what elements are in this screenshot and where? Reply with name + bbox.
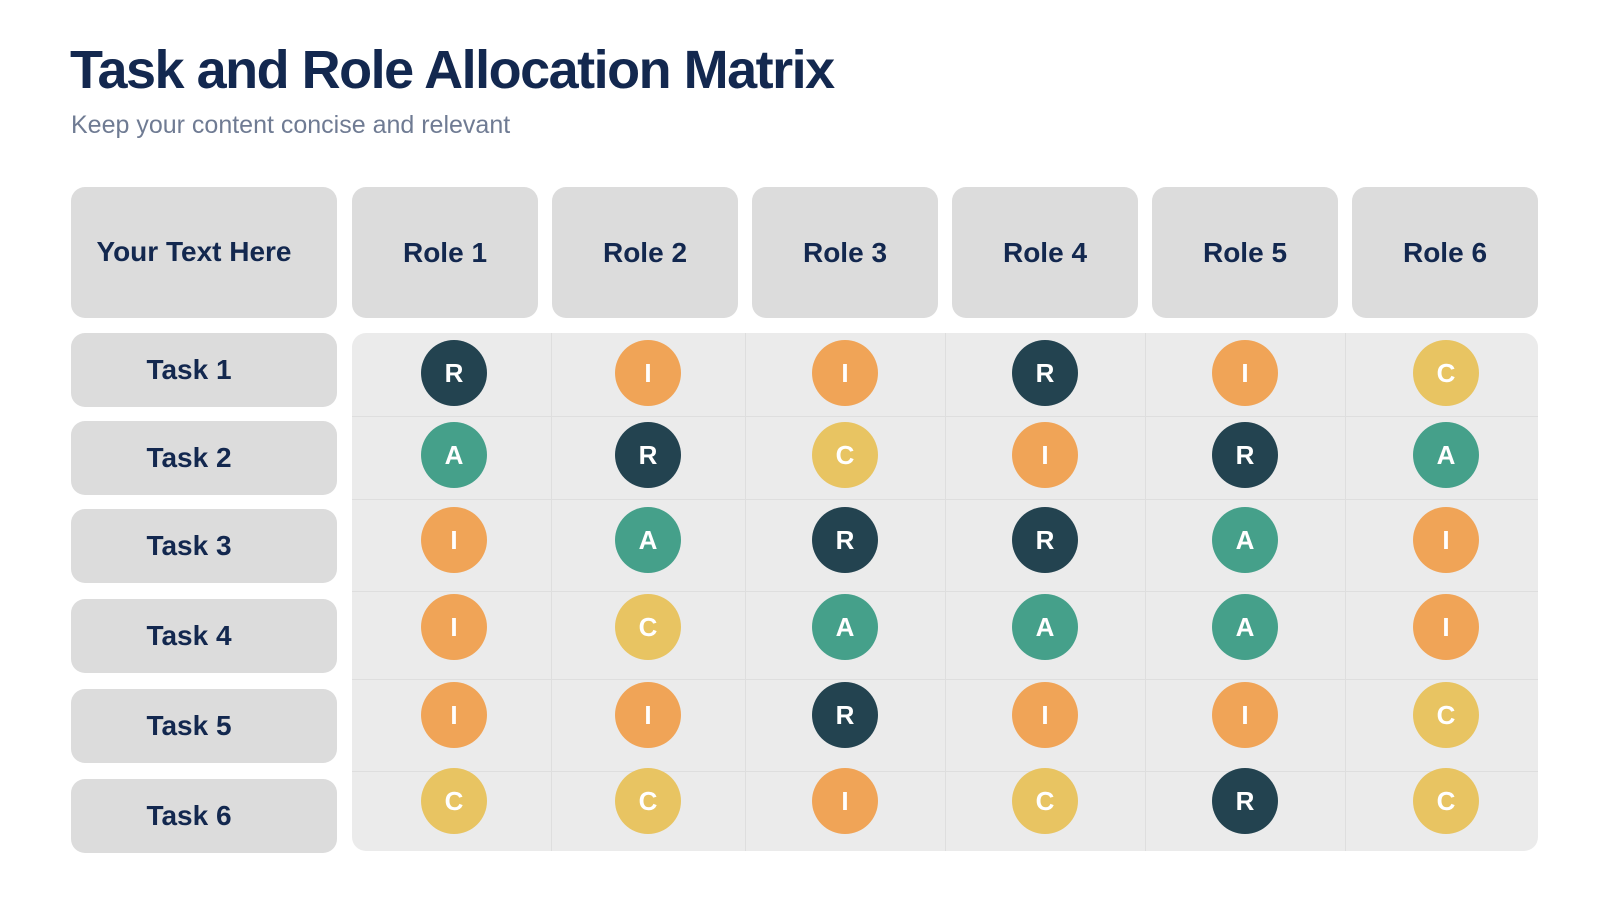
grid-divider — [1345, 333, 1346, 851]
raci-badge-c: C — [1413, 768, 1479, 834]
role-header-2: Role 2 — [552, 187, 738, 318]
raci-badge-r: R — [812, 507, 878, 573]
raci-badge-i: I — [615, 340, 681, 406]
grid-divider — [551, 333, 552, 851]
raci-badge-r: R — [812, 682, 878, 748]
raci-badge-r: R — [1012, 340, 1078, 406]
raci-badge-c: C — [615, 594, 681, 660]
raci-badge-c: C — [421, 768, 487, 834]
raci-badge-a: A — [812, 594, 878, 660]
raci-badge-a: A — [1413, 422, 1479, 488]
raci-badge-a: A — [615, 507, 681, 573]
raci-badge-i: I — [1212, 682, 1278, 748]
task-label-6: Task 6 — [71, 779, 337, 853]
role-header-5: Role 5 — [1152, 187, 1338, 318]
raci-badge-r: R — [1212, 768, 1278, 834]
raci-badge-c: C — [1413, 682, 1479, 748]
raci-badge-i: I — [421, 594, 487, 660]
grid-divider — [745, 333, 746, 851]
task-label-2: Task 2 — [71, 421, 337, 495]
role-header-6: Role 6 — [1352, 187, 1538, 318]
raci-badge-r: R — [1212, 422, 1278, 488]
page-title: Task and Role Allocation Matrix — [70, 40, 835, 100]
task-label-3: Task 3 — [71, 509, 337, 583]
task-label-4: Task 4 — [71, 599, 337, 673]
raci-badge-i: I — [812, 768, 878, 834]
raci-badge-i: I — [1413, 594, 1479, 660]
raci-badge-i: I — [1012, 682, 1078, 748]
raci-badge-i: I — [615, 682, 681, 748]
grid-divider — [352, 499, 1538, 500]
raci-badge-r: R — [421, 340, 487, 406]
grid-divider — [1145, 333, 1146, 851]
role-header-3: Role 3 — [752, 187, 938, 318]
grid-divider — [945, 333, 946, 851]
task-label-1: Task 1 — [71, 333, 337, 407]
raci-badge-i: I — [421, 507, 487, 573]
raci-badge-i: I — [1212, 340, 1278, 406]
role-header-4: Role 4 — [952, 187, 1138, 318]
raci-badge-a: A — [1212, 594, 1278, 660]
grid-divider — [352, 416, 1538, 417]
raci-badge-i: I — [1413, 507, 1479, 573]
grid-divider — [352, 771, 1538, 772]
grid-divider — [352, 591, 1538, 592]
raci-badge-c: C — [812, 422, 878, 488]
role-header-1: Role 1 — [352, 187, 538, 318]
raci-badge-a: A — [1012, 594, 1078, 660]
raci-badge-i: I — [1012, 422, 1078, 488]
raci-badge-i: I — [812, 340, 878, 406]
raci-badge-r: R — [615, 422, 681, 488]
raci-badge-i: I — [421, 682, 487, 748]
raci-badge-r: R — [1012, 507, 1078, 573]
matrix-corner-label: Your Text Here — [71, 187, 337, 318]
grid-divider — [352, 679, 1538, 680]
raci-badge-a: A — [1212, 507, 1278, 573]
raci-badge-c: C — [1012, 768, 1078, 834]
page-subtitle: Keep your content concise and relevant — [71, 111, 511, 139]
raci-badge-c: C — [1413, 340, 1479, 406]
raci-badge-a: A — [421, 422, 487, 488]
task-label-5: Task 5 — [71, 689, 337, 763]
raci-badge-c: C — [615, 768, 681, 834]
